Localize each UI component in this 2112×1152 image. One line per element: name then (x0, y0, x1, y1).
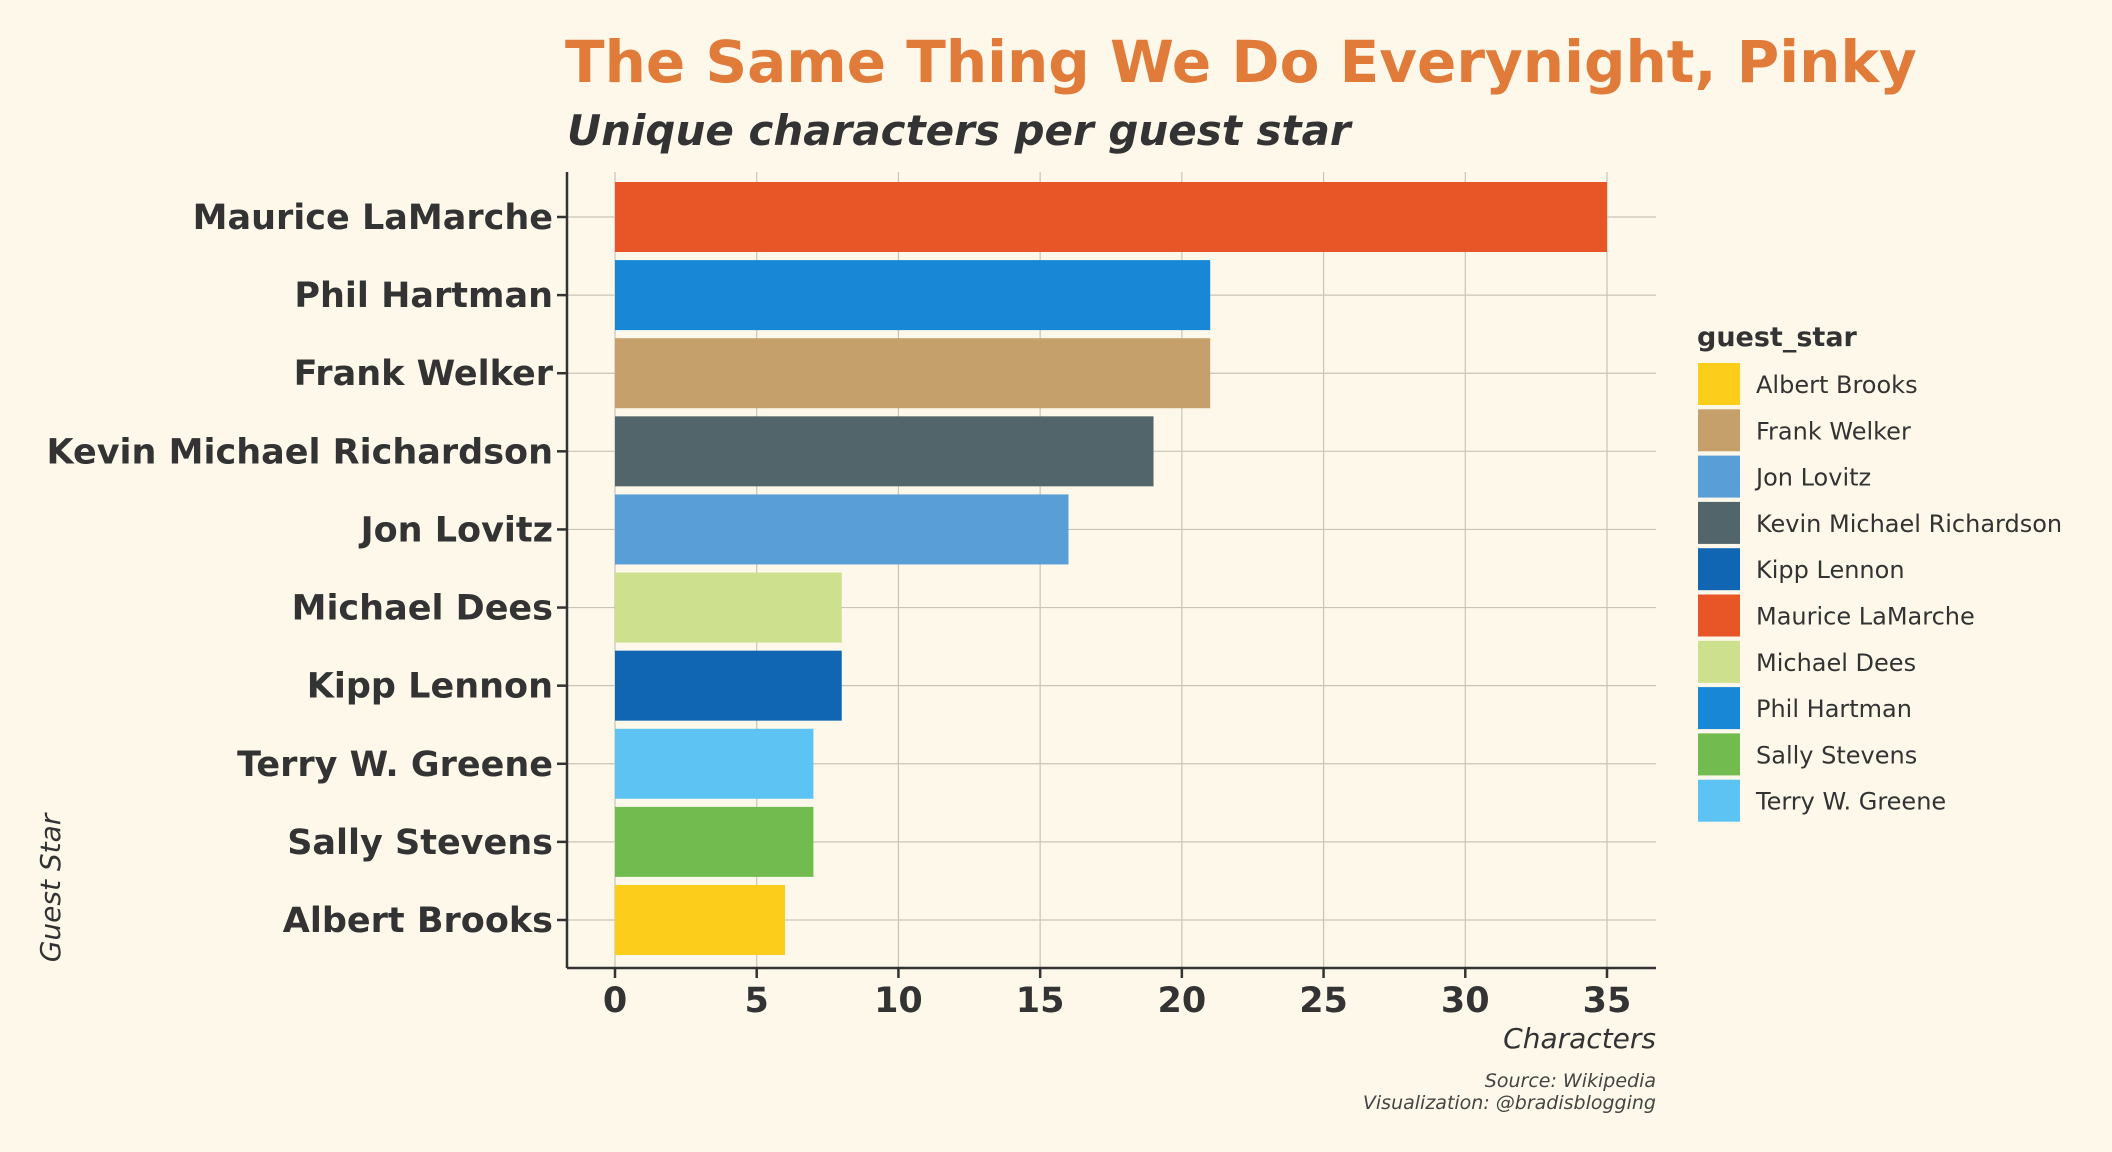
x-axis-ticks: 0 5 10 15 20 25 30 35 (603, 968, 1632, 1021)
y-tick-label: Jon Lovitz (359, 510, 553, 550)
legend-label: Jon Lovitz (1754, 464, 1871, 492)
legend-label: Kipp Lennon (1756, 556, 1905, 584)
x-tick-label: 5 (745, 981, 769, 1021)
y-tick-label: Phil Hartman (294, 276, 553, 316)
legend-key (1698, 409, 1740, 452)
bar (615, 494, 1069, 565)
legend-label: Kevin Michael Richardson (1756, 510, 2062, 538)
legend-key (1698, 594, 1740, 637)
x-tick-label: 35 (1583, 981, 1632, 1021)
bar (615, 884, 786, 955)
x-tick-label: 20 (1158, 981, 1207, 1021)
y-axis-ticks: Maurice LaMarche Phil Hartman Frank Welker… (46, 198, 567, 941)
legend: Albert Brooks Frank Welker Jon Lovitz Kevin… (1698, 363, 2062, 822)
y-tick-label: Kevin Michael Richardson (46, 432, 553, 472)
legend-label: Albert Brooks (1756, 371, 1918, 399)
legend-key (1698, 548, 1740, 591)
legend-key (1698, 363, 1740, 405)
legend-label: Terry W. Greene (1755, 788, 1946, 816)
y-tick-label: Albert Brooks (283, 901, 553, 941)
legend-key (1698, 640, 1740, 683)
chart-subtitle: Unique characters per guest star (567, 106, 1353, 155)
legend-key (1698, 779, 1740, 822)
x-tick-label: 0 (603, 981, 627, 1021)
x-tick-label: 25 (1299, 981, 1348, 1021)
y-axis-title: Guest Star (34, 812, 67, 962)
legend-label: Phil Hartman (1756, 695, 1912, 723)
y-tick-label: Terry W. Greene (237, 745, 553, 785)
bar (615, 260, 1211, 331)
bar (615, 572, 842, 643)
y-tick-label: Maurice LaMarche (193, 198, 553, 238)
bar (615, 806, 814, 877)
legend-label: Sally Stevens (1756, 741, 1917, 769)
x-axis-title: Characters (1503, 1022, 1656, 1055)
legend-label: Maurice LaMarche (1756, 603, 1975, 631)
legend-title: guest_star (1697, 322, 1858, 353)
x-tick-label: 30 (1441, 981, 1490, 1021)
y-tick-label: Frank Welker (294, 354, 554, 394)
chart-title: The Same Thing We Do Everynight, Pinky (565, 28, 1917, 96)
bar (615, 416, 1154, 487)
bar (615, 650, 842, 721)
bar (615, 338, 1211, 409)
bar (615, 182, 1608, 252)
y-tick-label: Michael Dees (292, 589, 553, 629)
legend-key (1698, 455, 1740, 498)
x-tick-label: 15 (1016, 981, 1065, 1021)
legend-key (1698, 687, 1740, 730)
caption-source: Source: Wikipedia (1485, 1070, 1656, 1092)
legend-label: Michael Dees (1756, 649, 1916, 677)
legend-key (1698, 501, 1740, 544)
caption-visualization: Visualization: @bradisblogging (1363, 1092, 1656, 1114)
legend-key (1698, 733, 1740, 776)
x-tick-label: 10 (874, 981, 923, 1021)
legend-label: Frank Welker (1756, 417, 1911, 445)
bars (615, 182, 1608, 955)
y-tick-label: Kipp Lennon (307, 667, 553, 707)
bar (615, 728, 814, 799)
y-tick-label: Sally Stevens (287, 823, 553, 863)
